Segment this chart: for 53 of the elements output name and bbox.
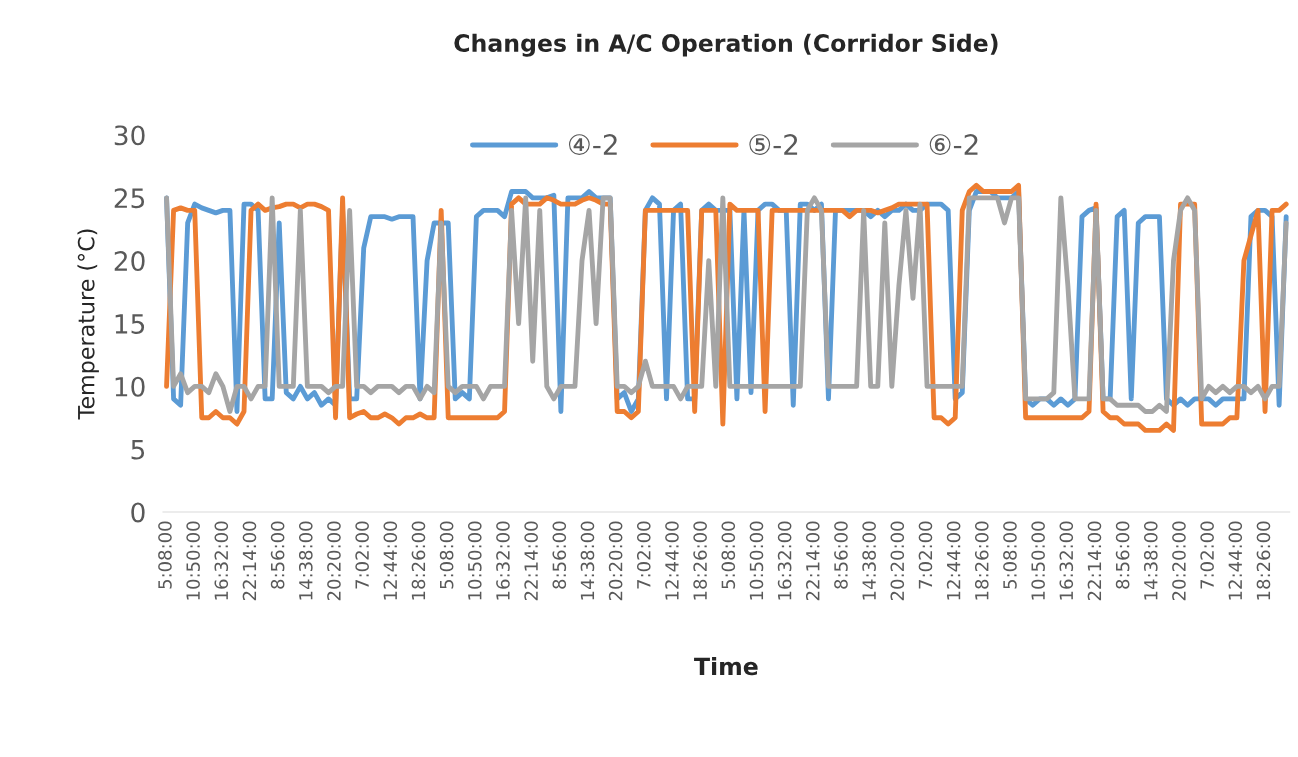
x-tick-label: 18:26:00 [693, 521, 707, 600]
x-tick-label: 16:32:00 [214, 521, 229, 600]
x-axis-title: Time [694, 657, 758, 676]
x-tick-label: 20:20:00 [1172, 521, 1186, 601]
x-tick-label: 16:32:00 [777, 521, 792, 600]
x-tick-label: 14:38:00 [1143, 521, 1158, 600]
x-tick-label: 18:26:00 [974, 521, 989, 600]
legend-label: ④-2 [568, 134, 617, 155]
x-tick-label: 8:56:00 [270, 521, 285, 589]
y-tick-label: 30 [114, 125, 145, 146]
x-tick-label: 18:26:00 [411, 521, 426, 600]
x-tick-label: 10:50:00 [749, 521, 764, 600]
x-tick-label: 10:50:00 [1031, 521, 1045, 600]
x-tick-label: 22:14:00 [1087, 521, 1102, 601]
legend-label: ⑥-2 [929, 134, 978, 155]
y-tick-label: 20 [114, 251, 145, 272]
y-tick-label: 5 [131, 439, 145, 460]
y-axis-title: Temperature (°C) [77, 229, 99, 420]
x-tick-label: 10:50:00 [467, 521, 482, 600]
x-tick-label: 20:20:00 [890, 521, 905, 601]
x-tick-label: 20:20:00 [327, 521, 341, 601]
legend-label: ⑤-2 [749, 134, 798, 155]
x-tick-label: 5:08:00 [158, 521, 172, 589]
x-tick-label: 7:02:00 [636, 521, 651, 589]
x-tick-label: 5:08:00 [1003, 521, 1017, 589]
y-tick-label: 25 [114, 188, 145, 209]
x-tick-label: 7:02:00 [918, 521, 933, 589]
x-tick-label: 14:38:00 [580, 521, 595, 600]
x-tick-label: 12:44:00 [1228, 521, 1243, 600]
chart-title: Changes in A/C Operation (Corridor Side) [454, 33, 998, 57]
x-tick-label: 14:38:00 [298, 521, 313, 600]
y-tick-label: 15 [115, 314, 145, 334]
x-tick-label: 7:02:00 [1200, 521, 1214, 589]
x-tick-label: 20:20:00 [608, 521, 623, 601]
x-tick-label: 16:32:00 [1059, 521, 1074, 600]
y-tick-label: 0 [131, 502, 145, 523]
x-tick-label: 8:56:00 [834, 521, 848, 589]
x-tick-label: 12:44:00 [383, 521, 398, 600]
x-tick-label: 22:14:00 [805, 521, 820, 601]
x-tick-label: 8:56:00 [552, 521, 567, 589]
x-tick-label: 22:14:00 [524, 521, 538, 601]
x-tick-label: 10:50:00 [186, 521, 200, 600]
x-tick-label: 5:08:00 [439, 521, 454, 589]
x-tick-label: 12:44:00 [946, 521, 961, 600]
x-tick-label: 8:56:00 [1115, 521, 1130, 589]
x-tick-label: 5:08:00 [721, 521, 736, 589]
x-tick-label: 18:26:00 [1256, 521, 1271, 600]
y-tick-label: 10 [115, 376, 145, 397]
x-tick-label: 14:38:00 [862, 521, 876, 600]
x-tick-label: 22:14:00 [242, 521, 257, 601]
x-tick-label: 16:32:00 [496, 521, 510, 600]
x-tick-label: 7:02:00 [355, 521, 369, 589]
x-tick-label: 12:44:00 [665, 521, 679, 600]
